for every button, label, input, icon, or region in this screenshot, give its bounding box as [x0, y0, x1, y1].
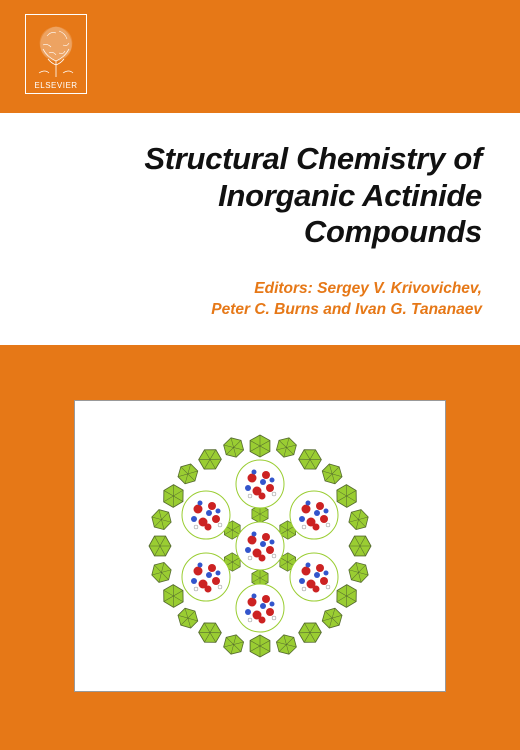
elsevier-tree-icon [29, 21, 83, 79]
molecule-image-box [74, 400, 446, 692]
editors-line-1: Editors: Sergey V. Krivovichev, [0, 279, 482, 300]
title-line-3: Compounds [0, 214, 482, 251]
book-title: Structural Chemistry of Inorganic Actini… [0, 141, 482, 251]
molecule-diagram-icon [135, 421, 385, 671]
title-band: Structural Chemistry of Inorganic Actini… [0, 113, 520, 345]
book-cover: ELSEVIER Structural Chemistry of Inorgan… [0, 0, 520, 750]
title-line-2: Inorganic Actinide [0, 178, 482, 215]
editors-block: Editors: Sergey V. Krivovichev, Peter C.… [0, 279, 482, 321]
editors-line-2: Peter C. Burns and Ivan G. Tananaev [0, 300, 482, 321]
publisher-logo: ELSEVIER [25, 14, 87, 94]
publisher-name: ELSEVIER [34, 81, 77, 90]
title-line-1: Structural Chemistry of [0, 141, 482, 178]
top-strip: ELSEVIER [0, 0, 520, 105]
